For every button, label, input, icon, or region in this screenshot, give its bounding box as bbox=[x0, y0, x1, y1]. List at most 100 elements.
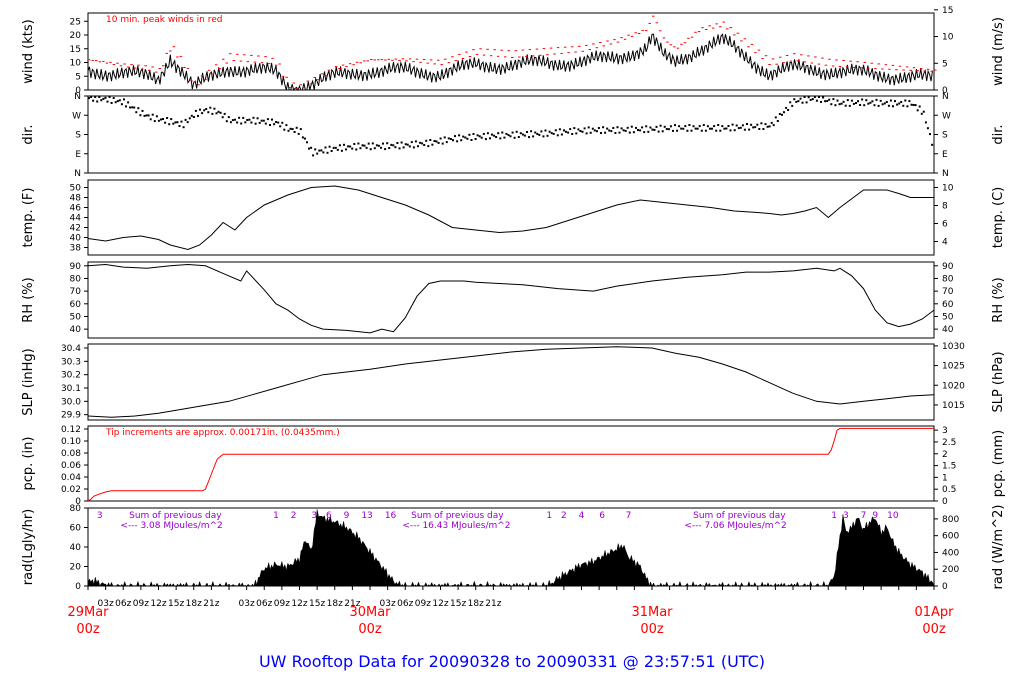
dir-point bbox=[892, 105, 894, 108]
dir-point bbox=[898, 102, 901, 105]
dir-point bbox=[604, 131, 607, 134]
dir-point bbox=[334, 146, 337, 149]
dir-point bbox=[663, 125, 666, 128]
dir-ytick-label-left: S bbox=[75, 131, 81, 141]
dir-point bbox=[704, 129, 707, 132]
dir-point bbox=[396, 142, 399, 144]
dir-point bbox=[871, 100, 874, 103]
rad-hour-mark: 13 bbox=[361, 511, 372, 521]
dir-point bbox=[694, 127, 697, 130]
dir-point bbox=[509, 135, 512, 138]
slp-ytick-label-left: 30.2 bbox=[61, 371, 81, 381]
x-tick-label: 09z bbox=[274, 599, 290, 609]
dir-ytick-label-right: E bbox=[942, 150, 948, 160]
dir-point bbox=[667, 128, 670, 131]
dir-point bbox=[345, 148, 347, 151]
dir-point bbox=[655, 125, 658, 128]
dir-point bbox=[513, 136, 516, 139]
temp-series bbox=[87, 185, 934, 251]
dir-point bbox=[250, 121, 253, 124]
x-tick-label: 15z bbox=[450, 599, 466, 609]
dir-point bbox=[423, 144, 426, 146]
dir-point bbox=[382, 142, 384, 145]
dir-point bbox=[577, 128, 580, 131]
dir-point bbox=[628, 131, 631, 134]
dir-point bbox=[359, 147, 362, 150]
dir-point bbox=[90, 96, 93, 98]
x-tick-label: 21z bbox=[344, 599, 360, 609]
dir-point bbox=[881, 103, 884, 106]
dir-point bbox=[480, 136, 483, 139]
dir-point bbox=[865, 99, 868, 102]
dir-frame bbox=[87, 95, 935, 174]
pcp-series bbox=[87, 427, 934, 502]
dir-point bbox=[197, 114, 199, 117]
slp-frame bbox=[87, 343, 935, 421]
dir-point bbox=[669, 125, 672, 128]
dir-point bbox=[211, 112, 214, 115]
dir-point bbox=[174, 121, 177, 124]
dir-point bbox=[649, 126, 652, 129]
dir-point bbox=[836, 99, 839, 102]
x-tick-label: 09z bbox=[415, 599, 431, 609]
dir-point bbox=[297, 132, 300, 135]
dir-point bbox=[340, 149, 343, 152]
dir-point bbox=[920, 112, 923, 115]
dir-point bbox=[170, 118, 173, 121]
rad-hour-mark: 6 bbox=[326, 511, 332, 521]
dir-point bbox=[758, 128, 761, 130]
temp-ytick-label-left: 48 bbox=[70, 194, 82, 204]
dir-point bbox=[308, 147, 310, 150]
dir-point bbox=[194, 109, 197, 112]
dir-point bbox=[709, 127, 711, 130]
dir-point bbox=[702, 124, 705, 126]
dir-ytick-label-left: E bbox=[75, 150, 81, 160]
dir-point bbox=[168, 123, 171, 126]
rad-hour-mark: 9 bbox=[344, 511, 350, 521]
dir-point bbox=[108, 96, 111, 98]
dir-point bbox=[883, 102, 886, 105]
dir-point bbox=[719, 129, 722, 132]
dir-point bbox=[371, 142, 374, 145]
dir-point bbox=[435, 140, 438, 143]
dir-point bbox=[275, 121, 278, 123]
dir-point bbox=[552, 132, 555, 135]
dir-point bbox=[283, 128, 286, 131]
dir-point bbox=[896, 103, 899, 106]
dir-point bbox=[725, 127, 728, 130]
dir-point bbox=[484, 138, 487, 141]
dir-point bbox=[145, 114, 148, 117]
dir-point bbox=[353, 143, 356, 145]
dir-point bbox=[680, 127, 683, 130]
rad-series bbox=[87, 509, 935, 587]
dir-point bbox=[489, 137, 491, 140]
dir-point bbox=[554, 129, 557, 132]
dir-point bbox=[894, 100, 896, 103]
dir-point bbox=[141, 109, 144, 112]
dir-point bbox=[386, 142, 389, 145]
dir-point bbox=[770, 121, 773, 124]
dir-point bbox=[458, 134, 461, 137]
dir-point bbox=[595, 130, 598, 133]
dir-point bbox=[452, 139, 454, 142]
dir-point bbox=[692, 125, 695, 128]
dir-point bbox=[408, 145, 411, 148]
dir-point bbox=[92, 99, 95, 102]
dir-point bbox=[887, 104, 890, 107]
pcp-ytick-label-left: 0.10 bbox=[61, 437, 81, 447]
wind-ytick-label-right: 10 bbox=[942, 33, 954, 43]
dir-point bbox=[338, 144, 341, 147]
dir-point bbox=[795, 100, 798, 103]
slp-ylabel-right: SLP (hPa) bbox=[991, 351, 1006, 412]
dir-point bbox=[281, 121, 284, 124]
dir-point bbox=[805, 101, 808, 104]
slp-ytick-label-left: 30.1 bbox=[61, 384, 81, 394]
dir-point bbox=[357, 142, 360, 145]
dir-point bbox=[778, 113, 781, 115]
dir-point bbox=[384, 148, 387, 151]
dir-point bbox=[419, 141, 422, 144]
wind-ylabel-right: wind (m/s) bbox=[991, 17, 1006, 86]
dir-point bbox=[857, 100, 859, 103]
dir-point bbox=[762, 128, 765, 130]
rad-ytick-label-right: 200 bbox=[942, 565, 959, 575]
